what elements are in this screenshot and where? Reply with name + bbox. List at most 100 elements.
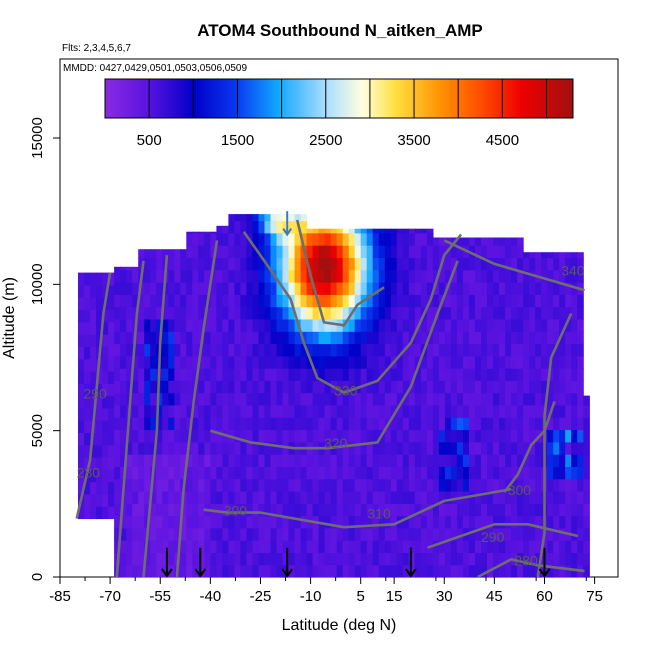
heatmap-cell <box>336 527 344 541</box>
heatmap-cell <box>300 257 308 271</box>
heatmap-cell <box>547 478 554 492</box>
heatmap-cell <box>204 404 211 418</box>
heatmap-cell <box>126 306 133 320</box>
heatmap-cell <box>456 466 464 480</box>
heatmap-cell <box>252 232 260 246</box>
heatmap-cell <box>336 552 344 566</box>
heatmap-cell <box>481 294 488 308</box>
heatmap-cell <box>318 368 326 381</box>
heatmap-cell <box>523 564 530 578</box>
heatmap-cell <box>523 441 530 455</box>
heatmap-cell <box>360 318 368 332</box>
heatmap-cell <box>463 318 470 332</box>
heatmap-cell <box>222 294 229 308</box>
heatmap-cell <box>336 564 344 578</box>
heatmap-cell <box>571 294 578 308</box>
heatmap-cell <box>312 527 320 541</box>
heatmap-cell <box>493 527 500 541</box>
heatmap-cell <box>529 552 536 566</box>
heatmap-cell <box>559 269 566 283</box>
heatmap-cell <box>354 466 362 480</box>
heatmap-cell <box>469 441 476 455</box>
heatmap-cell <box>571 429 578 443</box>
contour-label: 280 <box>77 465 101 481</box>
contour-line <box>536 313 573 578</box>
heatmap-cell <box>523 392 530 406</box>
heatmap-cell <box>216 368 223 381</box>
heatmap-cell <box>324 564 332 578</box>
heatmap-cell <box>282 257 290 271</box>
heatmap-cell <box>432 552 440 566</box>
heatmap-cell <box>150 564 157 578</box>
heatmap-cell <box>240 454 247 467</box>
heatmap-cell <box>517 380 524 394</box>
heatmap-cell <box>360 441 368 455</box>
heatmap-cell <box>402 306 410 320</box>
heatmap-cell <box>138 454 145 467</box>
heatmap-cell <box>469 331 476 345</box>
x-axis: -85 -70 -55 -40 -25 -10 5 15 30 45 60 75 <box>49 577 603 605</box>
heatmap-cell <box>565 429 572 443</box>
heatmap-cell <box>553 417 560 431</box>
heatmap-cell <box>438 404 446 418</box>
heatmap-cell <box>234 441 241 455</box>
heatmap-cell <box>198 478 205 492</box>
heatmap-cell <box>324 232 332 246</box>
heatmap-cell <box>414 368 422 381</box>
heatmap-cell <box>264 429 272 443</box>
heatmap-cell <box>420 478 428 492</box>
heatmap-cell <box>174 257 181 271</box>
heatmap-cell <box>234 564 241 578</box>
heatmap-cell <box>174 491 181 504</box>
heatmap-cell <box>270 466 278 480</box>
heatmap-cell <box>481 331 488 345</box>
heatmap-cell <box>318 355 326 369</box>
heatmap-cell <box>559 515 566 529</box>
heatmap-cell <box>222 478 229 492</box>
heatmap-cell <box>366 429 374 443</box>
heatmap-cell <box>270 503 278 517</box>
heatmap-cell <box>174 380 181 394</box>
heatmap-cell <box>553 552 560 566</box>
heatmap-cell <box>180 417 187 431</box>
heatmap-cell <box>348 491 356 504</box>
heatmap-cell <box>450 478 458 492</box>
heatmap-cell <box>192 306 199 320</box>
heatmap-cell <box>210 318 217 332</box>
heatmap-cell <box>192 564 199 578</box>
heatmap-cell <box>360 355 368 369</box>
heatmap-cell <box>306 552 314 566</box>
heatmap-cell <box>150 429 157 443</box>
heatmap-cell <box>408 540 416 553</box>
heatmap-cell <box>577 306 584 320</box>
heatmap-cell <box>511 331 518 345</box>
heatmap-cell <box>408 564 416 578</box>
heatmap-cell <box>276 503 284 517</box>
heatmap-cell <box>372 331 380 345</box>
heatmap-cell <box>294 404 302 418</box>
heatmap-cell <box>463 269 470 283</box>
heatmap-cell <box>324 343 332 357</box>
heatmap-cell <box>487 294 494 308</box>
heatmap-cell <box>432 404 440 418</box>
x-tick-label: -25 <box>250 588 272 605</box>
heatmap-cell <box>246 368 253 381</box>
heatmap-cell <box>372 515 380 529</box>
heatmap-cell <box>559 306 566 320</box>
heatmap-cell <box>565 392 572 406</box>
heatmap-cell <box>336 245 344 258</box>
heatmap-cell <box>408 417 416 431</box>
heatmap-cell <box>553 515 560 529</box>
heatmap-cell <box>282 503 290 517</box>
contour-line <box>503 400 556 493</box>
heatmap-cell <box>282 392 290 406</box>
heatmap-cell <box>529 404 536 418</box>
heatmap-cell <box>288 355 296 369</box>
heatmap-cell <box>481 343 488 357</box>
heatmap-cell <box>384 228 392 234</box>
heatmap-cell <box>276 282 284 295</box>
heatmap-cell <box>456 245 464 258</box>
heatmap-cell <box>571 503 578 517</box>
heatmap-cell <box>306 417 314 431</box>
